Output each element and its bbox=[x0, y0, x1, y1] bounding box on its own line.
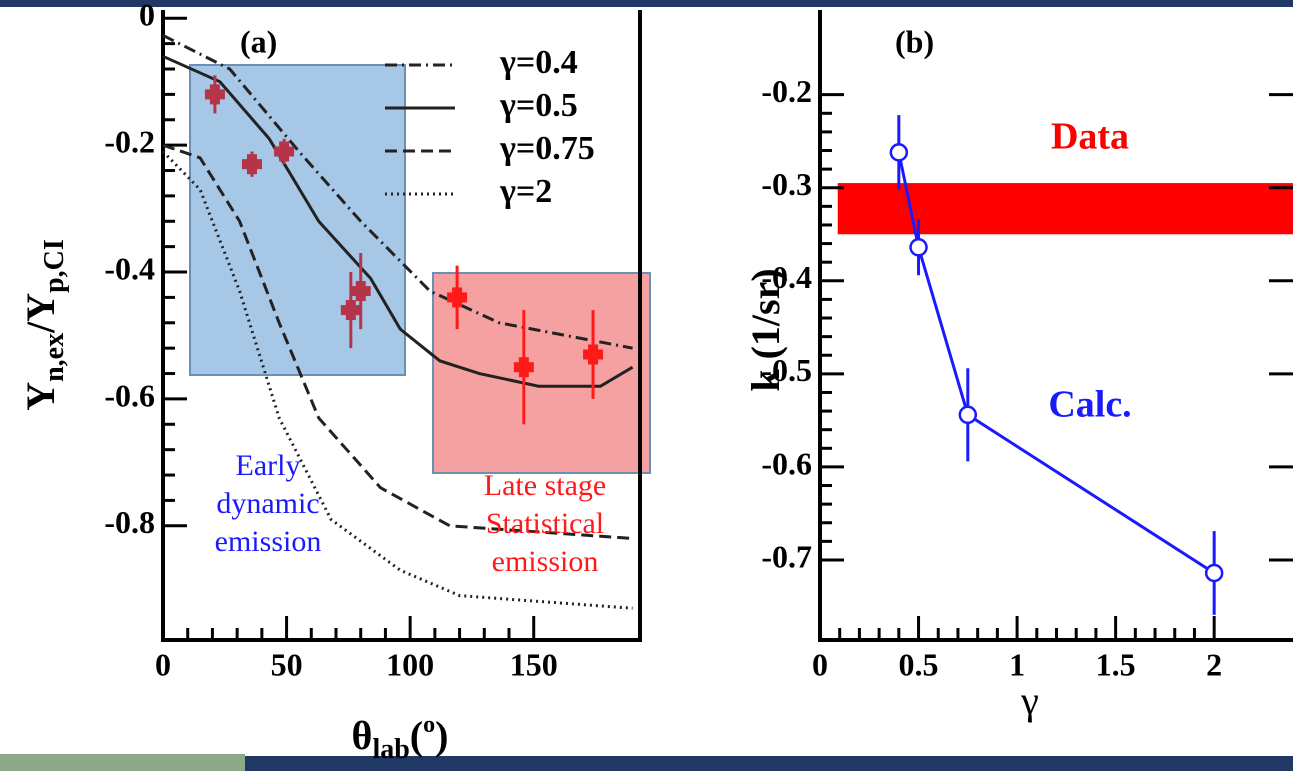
y-tick-label: -0.8 bbox=[104, 504, 155, 540]
y-tick-label: -0.4 bbox=[104, 250, 155, 286]
data-point-core bbox=[355, 281, 366, 302]
y-axis-label: k (1/sr) bbox=[743, 268, 788, 391]
annotation: Data bbox=[1051, 116, 1129, 158]
annotation: (a) bbox=[240, 23, 277, 59]
y-tick-label: -0.2 bbox=[104, 123, 155, 159]
region-box bbox=[432, 272, 651, 474]
y-label-part: p,CI bbox=[39, 239, 70, 293]
data-point bbox=[1204, 563, 1224, 583]
x-label-part: o bbox=[423, 712, 435, 738]
x-label-part: ) bbox=[435, 713, 448, 758]
axis-frame bbox=[818, 10, 1293, 642]
data-point-core bbox=[209, 84, 220, 105]
data-point-core bbox=[246, 154, 257, 175]
y-label-part: Y bbox=[18, 382, 63, 411]
legend-label: γ=2 bbox=[499, 173, 552, 210]
annotation: (b) bbox=[895, 23, 934, 59]
x-tick-label: 0.5 bbox=[899, 646, 939, 682]
x-label-part: θ bbox=[352, 713, 373, 758]
series-line bbox=[162, 143, 633, 540]
series-line bbox=[162, 54, 634, 388]
x-label-part: ( bbox=[410, 713, 423, 758]
x-tick-label: 150 bbox=[510, 646, 558, 682]
y-tick-label: -0.4 bbox=[761, 259, 812, 295]
x-tick-label: 0 bbox=[155, 646, 171, 682]
x-axis-label: θlab(o) bbox=[352, 712, 449, 766]
top-bar bbox=[0, 0, 1293, 7]
legend-label: γ=0.4 bbox=[499, 44, 578, 81]
y-tick-label: -0.6 bbox=[761, 445, 812, 481]
y-tick-label: -0.7 bbox=[761, 538, 812, 574]
bottom-bar bbox=[0, 756, 1293, 771]
annotation: dynamic bbox=[216, 487, 319, 520]
data-point bbox=[958, 405, 978, 425]
data-point bbox=[889, 143, 909, 162]
data-point bbox=[909, 238, 928, 257]
data-point-core bbox=[279, 141, 290, 162]
series-line bbox=[897, 152, 1215, 575]
y-tick-label: 0 bbox=[139, 0, 155, 33]
series-line bbox=[162, 34, 633, 350]
annotation: emission bbox=[492, 545, 599, 578]
annotation: emission bbox=[215, 525, 322, 558]
y-label-part: /Y bbox=[18, 293, 63, 334]
y-tick-label: -0.5 bbox=[761, 352, 812, 388]
data-point-core bbox=[345, 300, 356, 321]
x-tick-label: 1.5 bbox=[1096, 646, 1136, 682]
annotation: Calc. bbox=[1048, 384, 1131, 426]
x-axis-label: γ bbox=[1020, 678, 1039, 723]
axis-frame bbox=[161, 10, 642, 642]
x-tick-label: 2 bbox=[1206, 646, 1222, 682]
annotation: Late stage bbox=[484, 469, 606, 502]
x-tick-label: 100 bbox=[386, 646, 434, 682]
annotation: Early bbox=[236, 449, 301, 482]
corner-image bbox=[0, 754, 245, 771]
y-label-part: n,ex bbox=[39, 333, 70, 382]
y-tick-label: -0.2 bbox=[761, 73, 812, 109]
legend-label: γ=0.5 bbox=[499, 87, 578, 124]
x-tick-label: 50 bbox=[271, 646, 303, 682]
y-tick-label: -0.3 bbox=[761, 166, 812, 202]
data-point-core bbox=[518, 357, 529, 378]
y-axis-label: Yn,ex/Yp,CI bbox=[18, 239, 70, 411]
x-tick-label: 1 bbox=[1009, 646, 1025, 682]
region-box bbox=[189, 64, 406, 376]
data-point-core bbox=[452, 287, 463, 308]
data-point-core bbox=[588, 344, 599, 365]
annotation: Statistical bbox=[486, 507, 604, 540]
legend-label: γ=0.75 bbox=[499, 130, 595, 167]
y-tick-label: -0.6 bbox=[104, 377, 155, 413]
x-label-part: lab bbox=[372, 734, 409, 765]
x-tick-label: 0 bbox=[812, 646, 828, 682]
